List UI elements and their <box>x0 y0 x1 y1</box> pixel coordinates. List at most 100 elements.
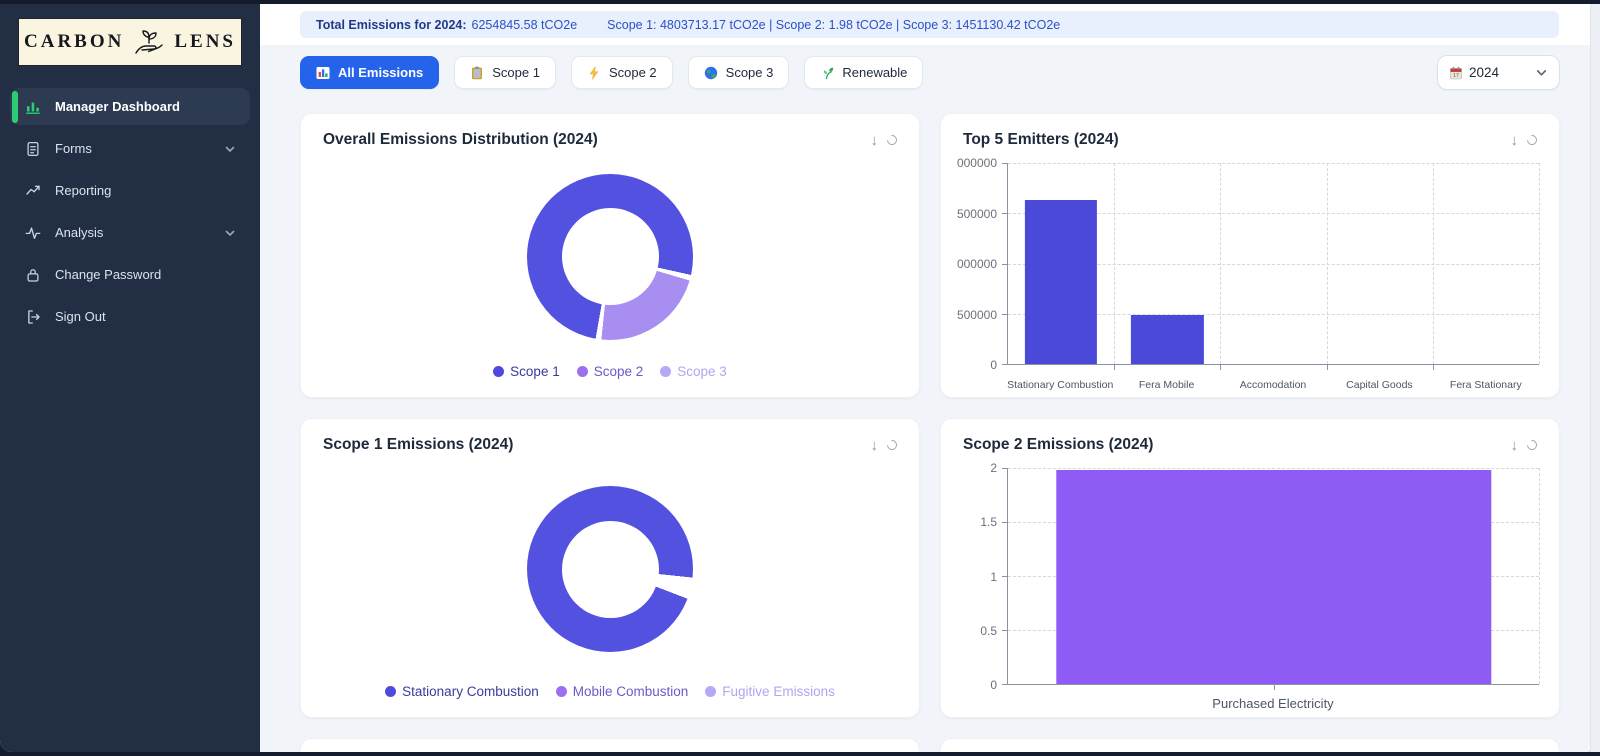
axis-tick <box>1002 468 1008 469</box>
chart-legend: Scope 1 Scope 2 Scope 3 <box>301 364 919 379</box>
sidebar-item-label: Change Password <box>55 267 161 282</box>
sidebar-item-label: Forms <box>55 141 92 156</box>
legend-item[interactable]: Scope 2 <box>577 364 644 379</box>
download-icon[interactable]: ↓ <box>871 133 879 148</box>
chevron-down-icon <box>224 227 236 239</box>
calendar-icon: 17 <box>1449 66 1463 80</box>
legend-item[interactable]: Stationary Combustion <box>385 684 539 699</box>
chart-toolbox: ↓ <box>1511 438 1538 453</box>
active-accent-bar <box>12 91 18 123</box>
restore-icon[interactable] <box>1525 438 1539 452</box>
legend-label: Mobile Combustion <box>573 684 689 699</box>
gridline <box>1433 163 1434 364</box>
chart-title: Top 5 Emitters (2024) <box>963 131 1119 149</box>
gridline <box>1539 468 1540 684</box>
legend-dot <box>660 366 671 377</box>
app-window: CARBON LENS <box>0 4 1600 752</box>
trending-up-icon <box>24 182 42 200</box>
filter-scope-3-button[interactable]: Scope 3 <box>688 56 790 89</box>
legend-dot <box>385 686 396 697</box>
bar-chart: 21.510.50 Purchased Electricity <box>941 454 1559 717</box>
brand-text-lens: LENS <box>174 31 236 53</box>
sidebar-item-reporting[interactable]: Reporting <box>10 172 250 209</box>
donut-chart-area <box>301 149 919 364</box>
chart-card-scope-2-emissions: Scope 2 Emissions (2024) ↓ 21.510.50 Pur… <box>940 418 1560 718</box>
year-select[interactable]: 17 2024 <box>1437 55 1560 90</box>
lightning-icon <box>587 66 601 80</box>
filter-scope-2-button[interactable]: Scope 2 <box>571 56 673 89</box>
filter-all-emissions-button[interactable]: All Emissions <box>300 56 439 89</box>
y-axis-tick-label: 500000 <box>957 308 997 322</box>
axis-tick <box>1002 163 1008 164</box>
scrollbar-track[interactable] <box>1590 4 1600 752</box>
chart-title: Overall Emissions Distribution (2024) <box>323 131 598 149</box>
chart-card-overall-distribution: Overall Emissions Distribution (2024) ↓ … <box>300 113 920 398</box>
legend-item[interactable]: Fugitive Emissions <box>705 684 835 699</box>
y-axis-tick-label: 0 <box>990 358 997 372</box>
globe-icon <box>704 66 718 80</box>
sidebar-item-change-password[interactable]: Change Password <box>10 256 250 293</box>
sidebar-item-forms[interactable]: Forms <box>10 130 250 167</box>
x-axis-category-label: Fera Stationary <box>1433 379 1539 391</box>
sidebar-nav: Manager Dashboard Forms <box>0 88 260 335</box>
axis-tick <box>1274 684 1275 690</box>
sidebar-item-label: Manager Dashboard <box>55 99 180 114</box>
chart-toolbox: ↓ <box>1511 133 1538 148</box>
download-icon[interactable]: ↓ <box>1511 133 1519 148</box>
sidebar-item-manager-dashboard[interactable]: Manager Dashboard <box>10 88 250 125</box>
y-axis-tick-label: 000000 <box>957 156 997 170</box>
filter-button-label: Scope 3 <box>726 65 774 80</box>
legend-item[interactable]: Mobile Combustion <box>556 684 689 699</box>
chart-card-scope-1-emissions: Scope 1 Emissions (2024) ↓ Stationary Co… <box>300 418 920 718</box>
emissions-summary-bar: Total Emissions for 2024: 6254845.58 tCO… <box>300 11 1559 38</box>
y-axis-tick-label: 500000 <box>957 207 997 221</box>
axis-tick <box>1002 684 1008 685</box>
sidebar-item-analysis[interactable]: Analysis <box>10 214 250 251</box>
sidebar-item-label: Analysis <box>55 225 103 240</box>
restore-icon[interactable] <box>1525 133 1539 147</box>
y-axis-tick-label: 1 <box>990 570 997 584</box>
chevron-down-icon <box>1535 66 1548 79</box>
brand-logo: CARBON LENS <box>18 18 242 66</box>
donut-chart <box>527 174 693 340</box>
download-icon[interactable]: ↓ <box>1511 438 1519 453</box>
filter-button-label: All Emissions <box>338 65 423 80</box>
download-icon[interactable]: ↓ <box>871 438 879 453</box>
card-partial <box>300 738 920 752</box>
restore-icon[interactable] <box>885 438 899 452</box>
filter-renewable-button[interactable]: Renewable <box>804 56 923 89</box>
sign-out-icon <box>24 308 42 326</box>
axis-tick <box>1002 364 1008 365</box>
filter-button-label: Scope 2 <box>609 65 657 80</box>
clipboard-icon <box>470 66 484 80</box>
x-axis-labels: Stationary CombustionFera MobileAccomoda… <box>1007 365 1539 391</box>
lock-icon <box>24 266 42 284</box>
axis-tick <box>1220 364 1221 370</box>
donut-chart <box>527 486 693 652</box>
legend-item[interactable]: Scope 1 <box>493 364 560 379</box>
donut-hole <box>562 208 659 305</box>
axis-tick <box>1002 213 1008 214</box>
bar-chart-icon <box>24 98 42 116</box>
chart-toolbox: ↓ <box>871 438 898 453</box>
filter-scope-1-button[interactable]: Scope 1 <box>454 56 556 89</box>
dashboard-content: All Emissions Scope 1 <box>260 45 1600 752</box>
sidebar-item-sign-out[interactable]: Sign Out <box>10 298 250 335</box>
legend-item[interactable]: Scope 3 <box>660 364 727 379</box>
y-axis-tick-label: 000000 <box>957 257 997 271</box>
seedling-icon <box>820 66 834 80</box>
legend-dot <box>577 366 588 377</box>
gridline <box>1008 468 1539 469</box>
legend-dot <box>705 686 716 697</box>
restore-icon[interactable] <box>885 133 899 147</box>
year-select-value: 2024 <box>1469 65 1499 80</box>
chart-card-top-5-emitters: Top 5 Emitters (2024) ↓ 0000005000000000… <box>940 113 1560 398</box>
document-icon <box>24 140 42 158</box>
sidebar: CARBON LENS <box>0 4 260 752</box>
cards-grid: Overall Emissions Distribution (2024) ↓ … <box>300 113 1560 752</box>
card-partial <box>940 738 1560 752</box>
plot-area <box>1007 163 1539 365</box>
scope-breakdown-text: Scope 1: 4803713.17 tCO2e | Scope 2: 1.9… <box>607 18 1060 32</box>
total-emissions-value: 6254845.58 tCO2e <box>472 18 578 32</box>
legend-label: Scope 3 <box>677 364 727 379</box>
